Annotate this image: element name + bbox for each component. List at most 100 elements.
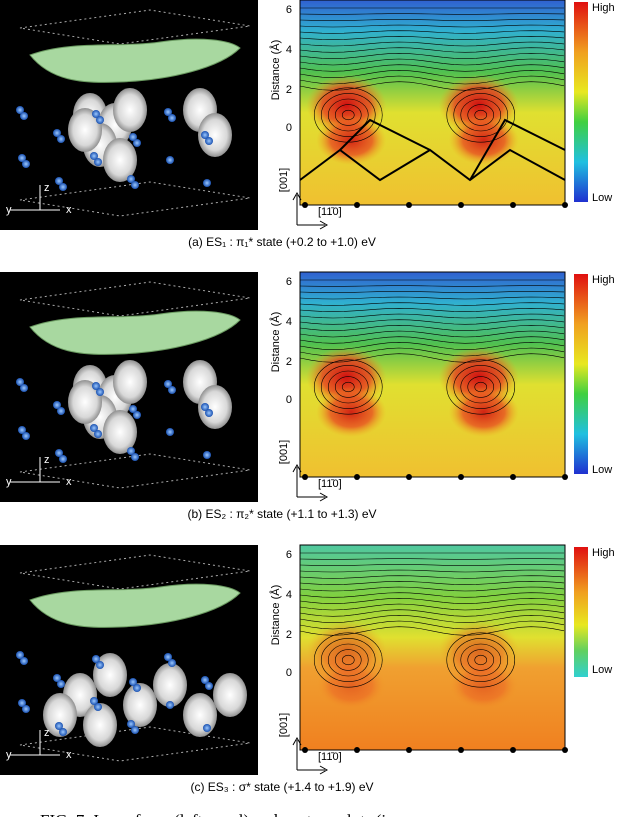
- colorbar-high: High: [592, 2, 615, 14]
- y-axis-label: Distance (Å): [269, 40, 282, 101]
- colorbar: [574, 274, 588, 474]
- panel-caption: (a) ES₁ : π₁* state (+0.2 to +1.0) eV: [188, 235, 376, 249]
- atom: [168, 659, 176, 667]
- figure: y z x Distance (Å) 6 4 2 0 [001] [11̄0] High Low (a)…: [0, 0, 630, 817]
- hot-spot: [316, 660, 386, 710]
- atom: [22, 432, 30, 440]
- isosurface-image: yzx: [0, 0, 258, 230]
- atom: [57, 680, 65, 688]
- isosurface-blob: [113, 360, 147, 404]
- atom: [22, 705, 30, 713]
- panel-caption: (b) ES₂ : π₂* state (+1.1 to +1.3) eV: [187, 507, 376, 521]
- vertical-direction: [001]: [278, 168, 290, 192]
- vertical-direction: [001]: [278, 713, 290, 737]
- figure-caption: FIG. 7: Isosurfaces (left panel) and con…: [40, 811, 386, 817]
- hot-spot: [449, 387, 519, 437]
- atom: [59, 728, 67, 736]
- panel: y z x Distance (Å) 6 4 2 0 [001] [11̄0] High Low (b)…: [0, 272, 615, 521]
- atom: [166, 701, 174, 709]
- atom: [131, 726, 139, 734]
- colorbar-low: Low: [592, 464, 612, 476]
- axis-label: y: [6, 476, 12, 488]
- atom: [205, 682, 213, 690]
- atom: [57, 407, 65, 415]
- y-tick-label: 0: [286, 122, 292, 134]
- y-tick-label: 0: [286, 394, 292, 406]
- atom-dot: [510, 474, 516, 480]
- atom-dot: [354, 202, 360, 208]
- atom: [94, 703, 102, 711]
- atom: [131, 453, 139, 461]
- atom-dot: [458, 474, 464, 480]
- colorbar-low: Low: [592, 664, 612, 676]
- atom: [22, 160, 30, 168]
- colorbar-low: Low: [592, 192, 612, 204]
- atom: [131, 181, 139, 189]
- axis-label: x: [66, 204, 72, 216]
- colorbar: [574, 547, 588, 677]
- axis-label: x: [66, 476, 72, 488]
- atom-dot: [562, 747, 568, 753]
- colorbar-high: High: [592, 547, 615, 559]
- atom-dot: [302, 474, 308, 480]
- atom: [168, 114, 176, 122]
- colorbar: [574, 2, 588, 202]
- isosurface-blob: [153, 663, 187, 707]
- atom-dot: [510, 747, 516, 753]
- horizontal-direction: [11̄0]: [318, 206, 342, 218]
- isosurface-image: y z x: [0, 272, 258, 502]
- atom: [203, 451, 211, 459]
- atom: [166, 428, 174, 436]
- panel-caption: (c) ES₃ : σ* state (+1.4 to +1.9) eV: [190, 780, 373, 794]
- atom-dot: [406, 747, 412, 753]
- atom: [168, 386, 176, 394]
- y-tick-label: 2: [286, 84, 292, 96]
- y-tick-label: 0: [286, 667, 292, 679]
- hot-spot: [316, 387, 386, 437]
- atom: [133, 411, 141, 419]
- atom-dot: [406, 202, 412, 208]
- atom-dot: [302, 747, 308, 753]
- atom: [57, 135, 65, 143]
- panel: yzxDistance (Å)6420[001][11̄0]HighLow(c)…: [0, 545, 615, 794]
- isosurface-blob: [113, 88, 147, 132]
- vertical-direction: [001]: [278, 440, 290, 464]
- atom: [20, 657, 28, 665]
- isosurface-blob: [183, 693, 217, 737]
- atom: [96, 661, 104, 669]
- axis-label: z: [44, 454, 50, 466]
- atom-dot: [354, 747, 360, 753]
- y-tick-label: 2: [286, 356, 292, 368]
- atom: [59, 455, 67, 463]
- atom: [59, 183, 67, 191]
- atom: [133, 139, 141, 147]
- atom-dot: [458, 747, 464, 753]
- y-tick-label: 4: [286, 316, 292, 328]
- y-tick-label: 6: [286, 549, 292, 561]
- y-tick-label: 6: [286, 276, 292, 288]
- axis-label: y: [6, 204, 12, 216]
- axis-label: x: [66, 749, 72, 761]
- atom-dot: [406, 474, 412, 480]
- atom: [96, 116, 104, 124]
- colorbar-high: High: [592, 274, 615, 286]
- axis-label: y: [6, 749, 12, 761]
- hot-spot: [449, 660, 519, 710]
- isosurface-image: yzx: [0, 545, 258, 775]
- atom: [94, 430, 102, 438]
- isosurface-blob: [213, 673, 247, 717]
- y-tick-label: 6: [286, 4, 292, 16]
- atom: [205, 409, 213, 417]
- y-axis-label: Distance (Å): [269, 312, 282, 373]
- horizontal-direction: [11̄0]: [318, 478, 342, 490]
- atom-dot: [354, 474, 360, 480]
- atom-dot: [562, 202, 568, 208]
- atom: [94, 158, 102, 166]
- atom: [166, 156, 174, 164]
- atom: [133, 684, 141, 692]
- y-tick-label: 2: [286, 629, 292, 641]
- atom: [20, 112, 28, 120]
- atom-dot: [562, 474, 568, 480]
- atom: [205, 137, 213, 145]
